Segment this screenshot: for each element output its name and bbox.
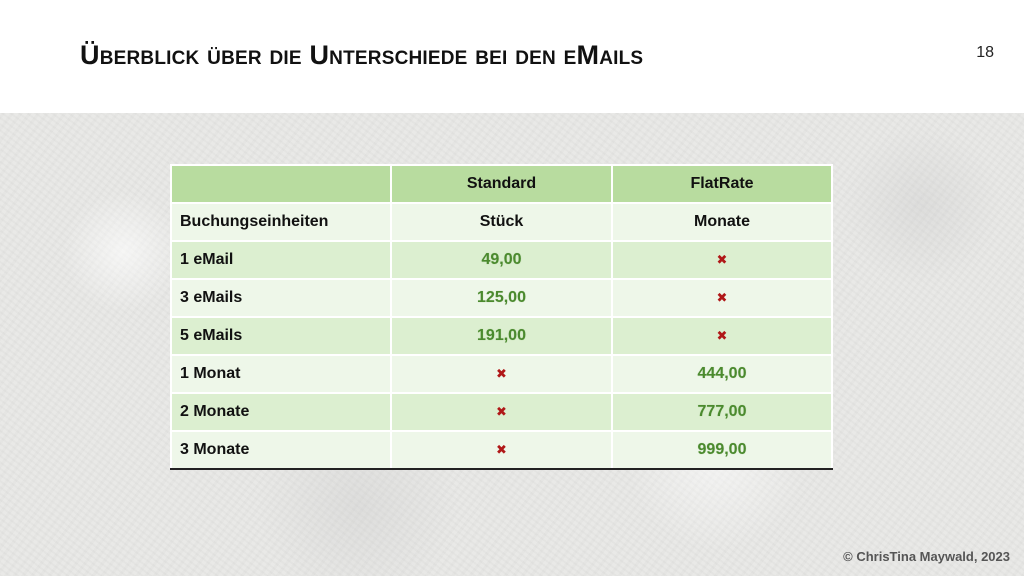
- comparison-table: Standard FlatRate Buchungseinheiten Stüc…: [170, 164, 833, 470]
- standard-cell: ✖: [390, 392, 613, 432]
- unit-standard: Stück: [390, 202, 613, 242]
- cross-mark-icon: ✖: [716, 328, 728, 343]
- price-value: 191,00: [477, 327, 526, 344]
- row-label: 5 eMails: [170, 316, 392, 356]
- table-row: 1 Monat ✖ 444,00: [170, 354, 833, 394]
- row-label: Buchungseinheiten: [170, 202, 392, 242]
- slide-number: 18: [976, 44, 994, 61]
- price-flatrate: 777,00: [611, 392, 833, 432]
- cross-mark-icon: ✖: [496, 366, 507, 381]
- slide-header: Überblick über die Unterschiede bei den …: [0, 0, 1024, 113]
- price-value: 444,00: [697, 365, 747, 382]
- price-value: 49,00: [481, 251, 522, 268]
- row-label: 2 Monate: [170, 392, 392, 432]
- table-row: Buchungseinheiten Stück Monate: [170, 202, 833, 242]
- header-cell-empty: [170, 164, 392, 204]
- row-label: 1 eMail: [170, 240, 392, 280]
- unit-flatrate: Monate: [611, 202, 833, 242]
- row-label: 3 eMails: [170, 278, 392, 318]
- flatrate-cell: ✖: [611, 278, 833, 318]
- price-flatrate: 444,00: [611, 354, 833, 394]
- price-flatrate: 999,00: [611, 430, 833, 470]
- table-row: 5 eMails 191,00 ✖: [170, 316, 833, 356]
- cross-mark-icon: ✖: [496, 404, 507, 419]
- slide-title: Überblick über die Unterschiede bei den …: [80, 40, 644, 70]
- table-header-row: Standard FlatRate: [170, 164, 833, 204]
- header-cell-standard: Standard: [390, 164, 613, 204]
- price-standard: 191,00: [390, 316, 613, 356]
- standard-cell: ✖: [390, 354, 613, 394]
- cross-mark-icon: ✖: [716, 252, 728, 267]
- price-standard: 125,00: [390, 278, 613, 318]
- price-value: 777,00: [697, 403, 747, 420]
- flatrate-cell: ✖: [611, 316, 833, 356]
- table-row: 1 eMail 49,00 ✖: [170, 240, 833, 280]
- table-row: 2 Monate ✖ 777,00: [170, 392, 833, 432]
- price-value: 999,00: [697, 441, 747, 458]
- row-label: 1 Monat: [170, 354, 392, 394]
- table-row: 3 eMails 125,00 ✖: [170, 278, 833, 318]
- table-row: 3 Monate ✖ 999,00: [170, 430, 833, 470]
- copyright-footer: © ChrisTina Maywald, 2023: [843, 549, 1010, 564]
- row-label: 3 Monate: [170, 430, 392, 470]
- cross-mark-icon: ✖: [716, 290, 728, 305]
- cross-mark-icon: ✖: [496, 442, 507, 457]
- standard-cell: ✖: [390, 430, 613, 470]
- header-cell-flatrate: FlatRate: [611, 164, 833, 204]
- price-value: 125,00: [477, 289, 526, 306]
- flatrate-cell: ✖: [611, 240, 833, 280]
- price-standard: 49,00: [390, 240, 613, 280]
